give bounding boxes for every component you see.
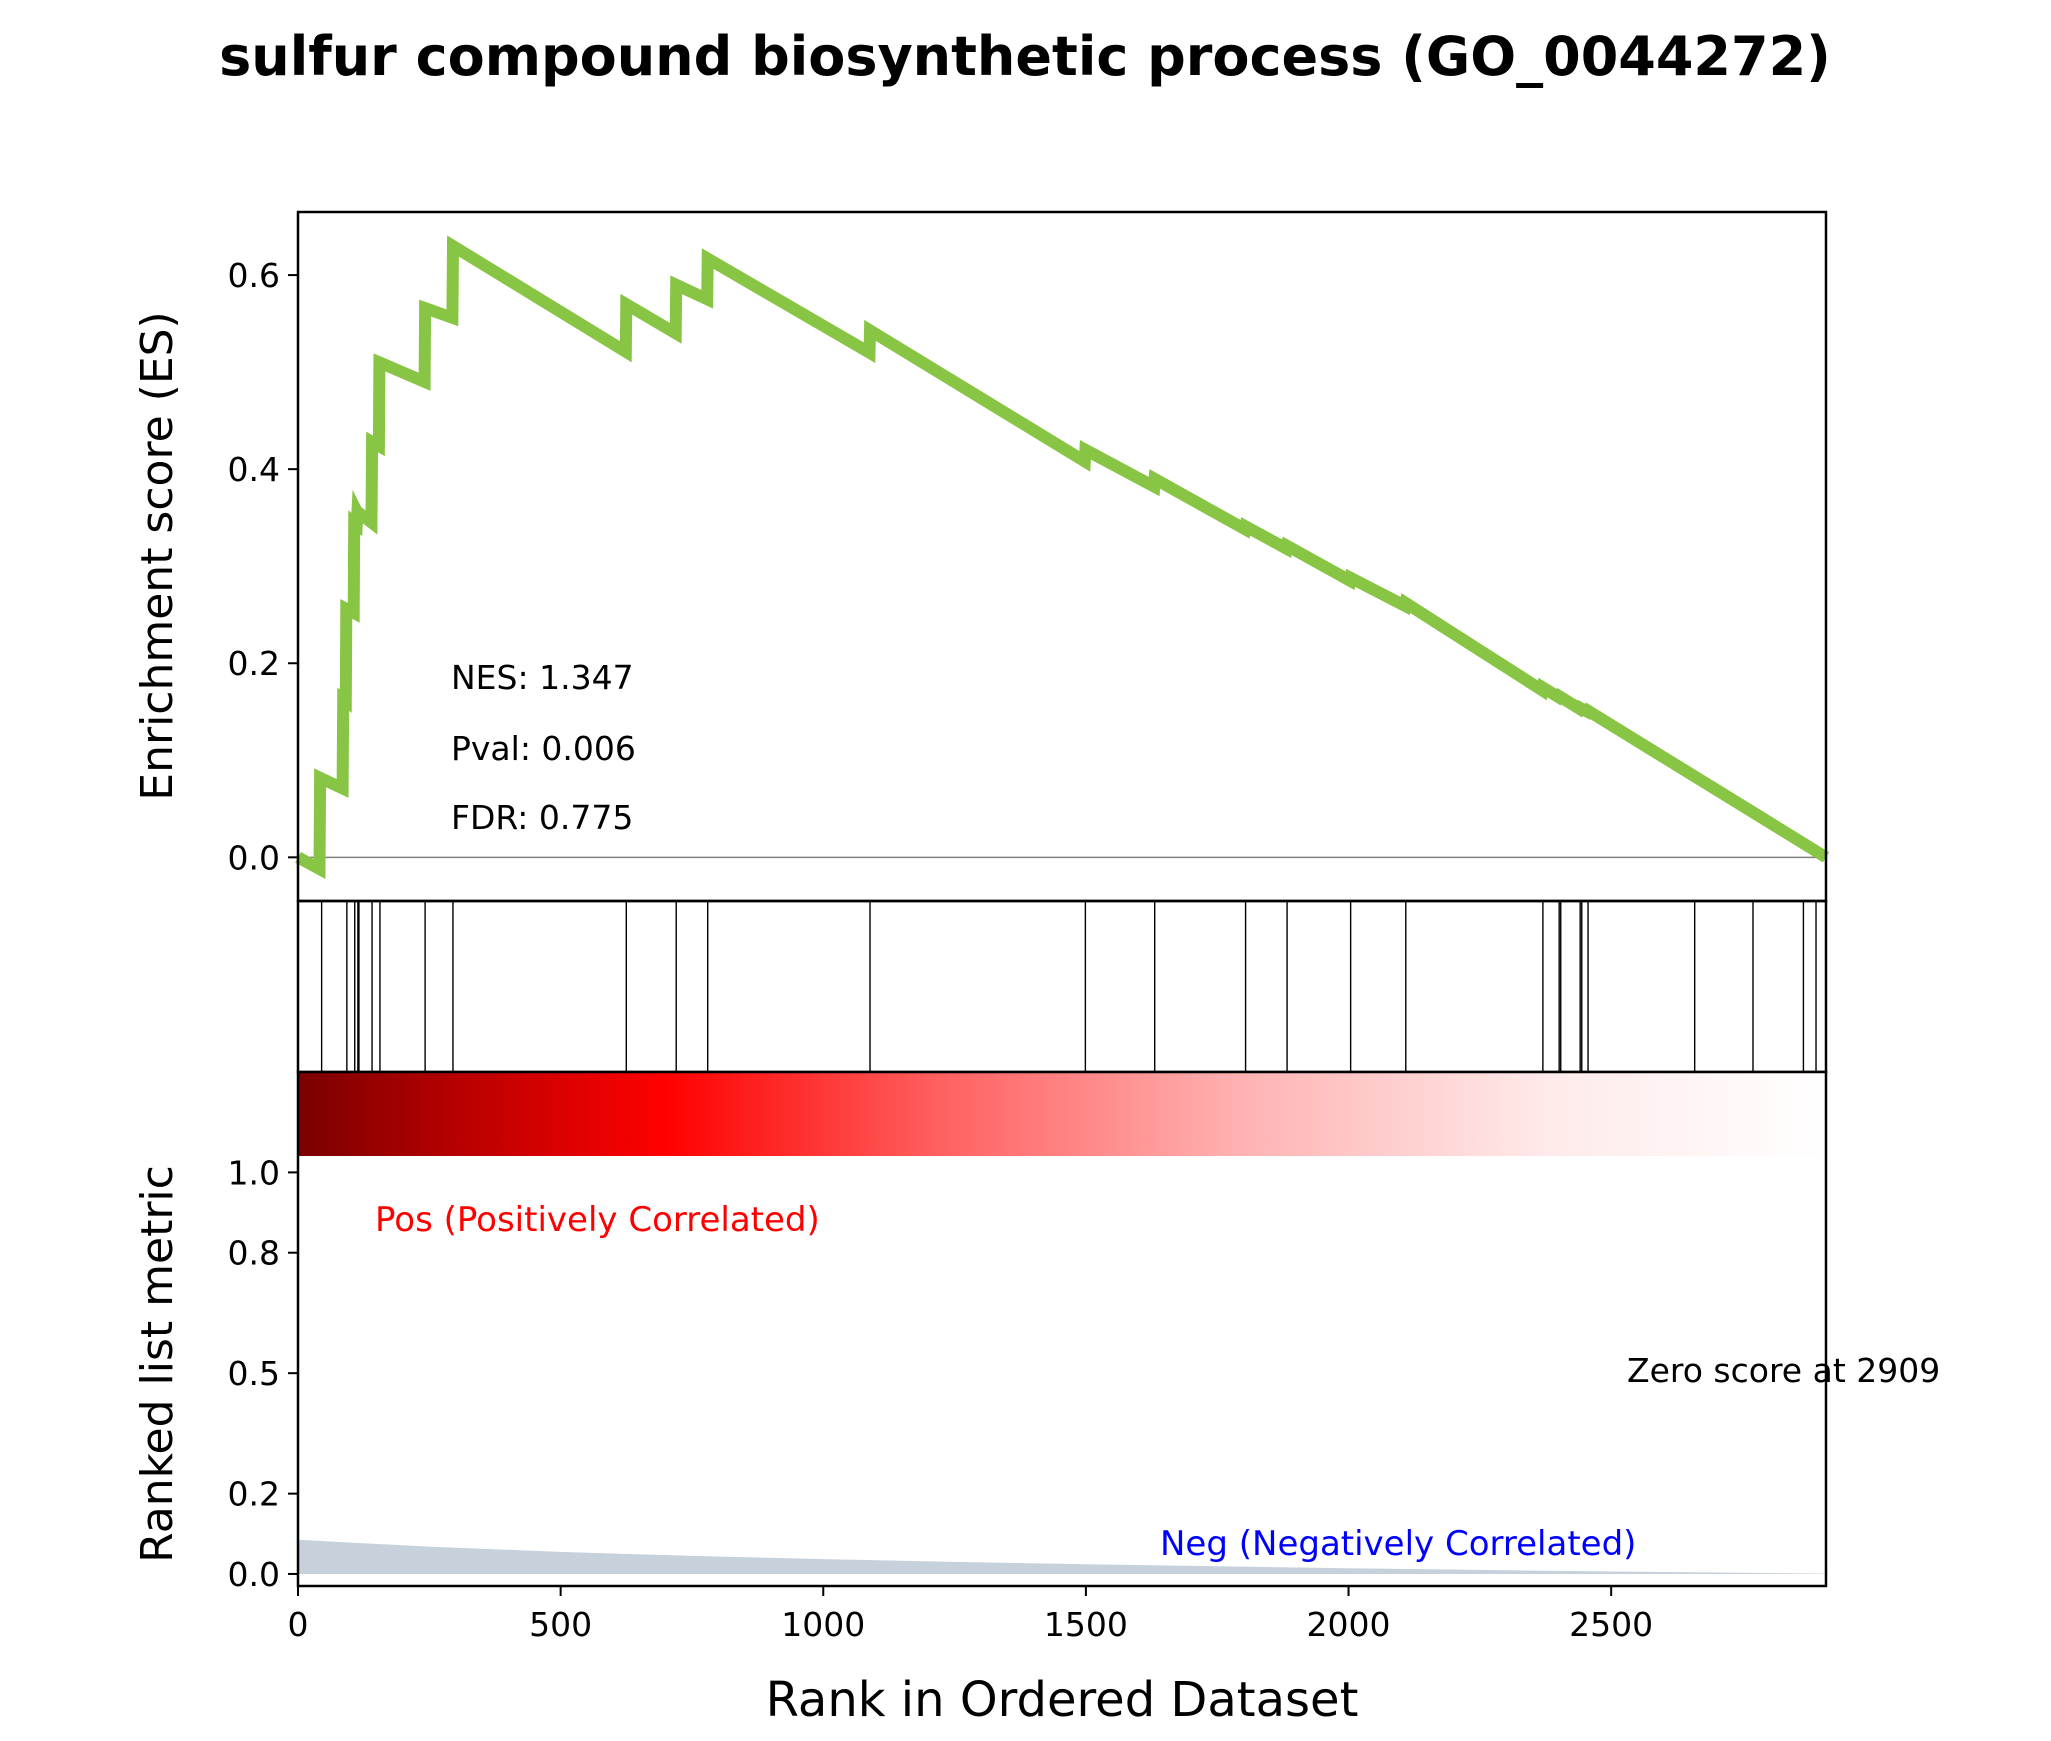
rank-y-tick-label: 0.0 — [228, 1555, 280, 1594]
fdr-stat: FDR: 0.775 — [451, 798, 633, 837]
pval-stat: Pval: 0.006 — [451, 729, 636, 768]
es-curve — [295, 235, 1830, 880]
x-tick-label: 2000 — [1307, 1605, 1391, 1644]
neg-correlated-label: Neg (Negatively Correlated) — [1160, 1524, 1636, 1564]
rank-y-tick-label: 0.2 — [228, 1475, 280, 1514]
chart-title: sulfur compound biosynthetic process (GO… — [219, 25, 1831, 88]
hits-panel — [296, 899, 1828, 1074]
rank-y-tick-label: 0.5 — [228, 1354, 280, 1393]
pos-correlated-label: Pos (Positively Correlated) — [375, 1200, 820, 1240]
rank-y-axis-label: Ranked list metric — [132, 1165, 183, 1563]
es-y-tick-label: 0.2 — [228, 644, 280, 683]
x-tick-label: 1000 — [781, 1605, 865, 1644]
es-y-tick-label: 0.6 — [228, 256, 280, 295]
x-axis: 0 500 1000 1500 2000 2500 — [288, 1586, 1653, 1644]
rank-panel-frame — [296, 1070, 1828, 1588]
rank-y-tick-label: 1.0 — [228, 1153, 280, 1192]
rank-y-axis: 0.0 0.2 0.5 0.8 1.0 — [228, 1153, 298, 1594]
es-y-axis-label: Enrichment score (ES) — [132, 311, 183, 800]
hit-markers — [320, 901, 1817, 1072]
es-y-axis: 0.0 0.2 0.4 0.6 — [228, 256, 298, 877]
ranked-metric-area — [298, 1539, 1826, 1574]
rank-y-tick-label: 0.8 — [228, 1234, 280, 1273]
x-tick-label: 1500 — [1044, 1605, 1128, 1644]
es-y-tick-label: 0.4 — [228, 450, 280, 489]
es-y-tick-label: 0.0 — [228, 838, 280, 877]
es-panel: 0.0 0.2 0.4 0.6 Enrichment score (ES) NES: … — [132, 210, 1830, 903]
x-tick-label: 2500 — [1569, 1605, 1653, 1644]
zero-score-label: Zero score at 2909 — [1627, 1351, 1940, 1390]
hits-panel-frame — [296, 899, 1828, 1074]
rank-heatmap — [298, 1072, 1826, 1156]
x-axis-label: Rank in Ordered Dataset — [766, 1672, 1359, 1728]
nes-stat: NES: 1.347 — [451, 658, 634, 697]
x-tick-label: 500 — [529, 1605, 592, 1644]
x-tick-label: 0 — [288, 1605, 309, 1644]
rank-panel: 0.0 0.2 0.5 0.8 1.0 Ranked list metric Pos (… — [132, 1070, 1940, 1594]
